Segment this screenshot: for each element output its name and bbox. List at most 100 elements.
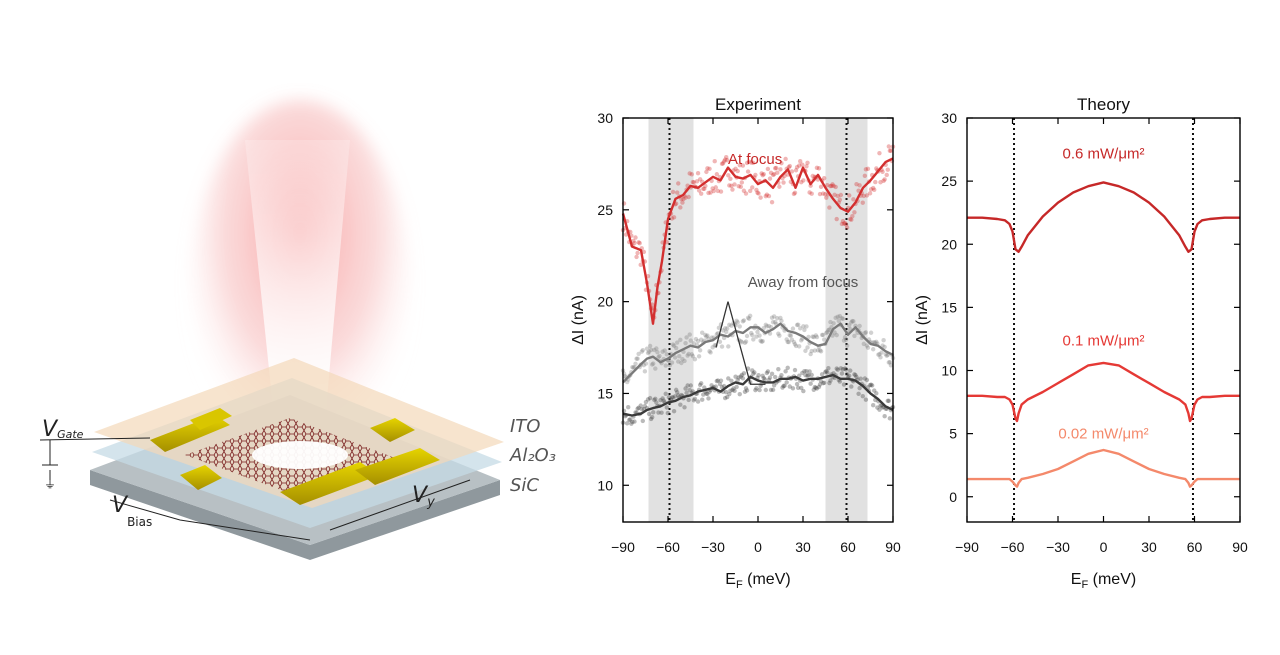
data-point [810,334,815,339]
data-point [836,318,841,324]
data-point [821,175,827,181]
data-point [843,222,849,227]
data-point [639,406,644,412]
data-point [763,193,769,199]
data-point [824,369,829,374]
data-point [683,340,688,346]
data-point [841,338,847,343]
y-tick-label: 0 [949,489,957,505]
gold-contacts [150,408,440,505]
data-point [652,347,657,353]
series-0 [620,144,896,325]
data-point [833,315,838,321]
data-point [804,324,809,329]
data-point [861,341,867,347]
data-point [874,391,879,396]
data-point [864,343,870,348]
x-tick-label: −60 [1001,539,1025,555]
data-point [639,349,644,354]
data-point [798,326,803,331]
data-point [802,368,807,374]
data-point [887,148,893,153]
reference-lines [1013,118,1194,522]
data-point [863,397,869,402]
data-point [834,366,839,371]
data-point [860,200,865,205]
data-point [626,405,631,410]
data-point [691,180,697,185]
data-point [885,398,890,403]
data-point [669,360,675,365]
data-point [702,186,707,191]
data-point [746,316,752,322]
data-point [792,190,798,196]
data-point [763,387,769,393]
data-point [632,240,637,246]
data-point [660,349,665,354]
data-point [801,388,806,394]
data-point [648,416,654,422]
data-point [793,168,799,173]
data-point [703,183,708,189]
data-point [736,375,741,380]
data-point [805,373,810,378]
data-point [813,385,819,391]
data-point [707,166,712,171]
y-tick-label: 25 [941,173,957,189]
data-point [852,372,857,377]
data-point [882,414,887,419]
data-point [635,250,640,256]
data-point [841,221,847,226]
data-point [814,386,820,391]
data-point [718,378,724,383]
data-point [774,165,779,171]
data-point [789,337,795,342]
data-point [743,386,749,391]
data-point [741,371,747,376]
data-point [884,172,889,178]
data-point [713,185,718,190]
data-point [824,330,829,336]
data-point [827,205,832,210]
data-point [820,380,826,386]
data-point [751,160,756,166]
data-point [744,333,750,339]
data-point [724,329,729,335]
data-point [724,154,729,160]
data-point [675,190,680,195]
data-point [733,166,738,172]
data-point [773,319,778,325]
data-point [687,387,692,393]
data-point [870,347,876,352]
data-point [755,190,760,195]
data-point [818,184,824,190]
data-point [840,316,846,322]
data-point [839,221,845,227]
data-point [848,368,853,373]
data-point [863,167,869,172]
data-point [732,182,737,187]
series-label-0-6: 0.6 mW/μm² [1063,145,1145,162]
data-point [740,319,746,324]
data-point [640,347,646,353]
data-point [777,184,782,189]
chart-title: Experiment [715,95,801,114]
data-point [738,374,743,379]
data-point [708,350,713,355]
data-point [847,373,852,379]
data-point [709,335,714,340]
data-point [754,386,759,391]
data-point [701,392,706,397]
data-point [683,195,688,200]
data-point [704,391,709,396]
data-point [663,363,668,368]
data-point [790,326,796,331]
data-point [750,368,755,373]
y-tick-label: 25 [597,202,613,218]
data-point [852,333,857,339]
al2o3-label: Al₂O₃ [509,445,556,466]
data-point [844,343,850,348]
y-tick-label: 15 [597,385,613,401]
data-point [669,216,675,221]
data-point [645,397,651,402]
